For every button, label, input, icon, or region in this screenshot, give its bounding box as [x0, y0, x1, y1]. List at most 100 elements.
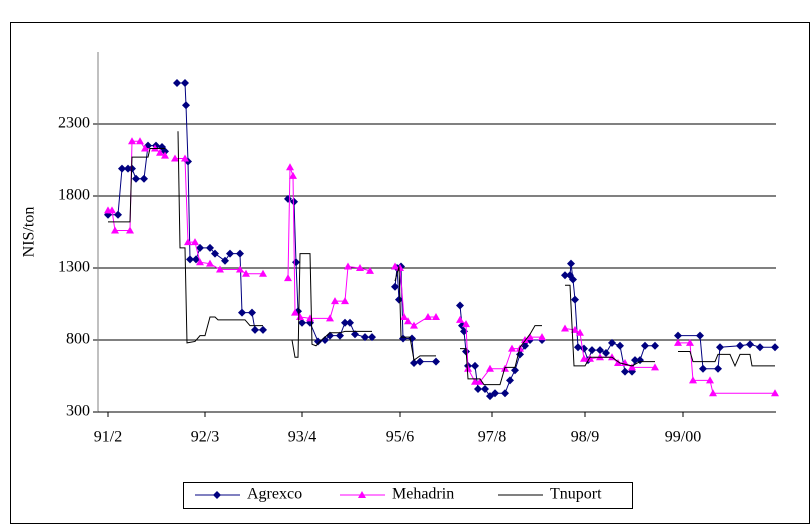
data-point — [432, 312, 440, 320]
data-point — [289, 171, 297, 179]
data-point — [196, 258, 204, 266]
data-point — [651, 341, 659, 350]
data-point — [346, 318, 354, 327]
data-point — [474, 384, 482, 393]
data-point — [161, 147, 169, 156]
x-tick-label: 93/4 — [288, 429, 316, 446]
data-point — [571, 295, 579, 304]
data-point — [259, 325, 267, 334]
data-point — [211, 249, 219, 258]
data-point — [628, 363, 636, 371]
data-point — [674, 331, 682, 340]
data-point — [238, 308, 246, 317]
data-point — [128, 137, 136, 145]
data-point — [771, 389, 779, 397]
data-point — [641, 341, 649, 350]
y-tick-label: 800 — [66, 331, 90, 348]
data-point — [408, 334, 416, 343]
data-point — [251, 325, 259, 334]
data-point — [400, 312, 408, 320]
data-point — [181, 154, 189, 162]
data-point — [118, 164, 126, 173]
data-point — [290, 197, 298, 206]
data-point — [111, 226, 119, 234]
data-point — [221, 256, 229, 265]
data-point — [132, 174, 140, 183]
data-point — [631, 356, 639, 365]
data-point — [351, 330, 359, 339]
data-point — [511, 366, 519, 375]
data-point — [391, 282, 399, 291]
data-point — [192, 255, 200, 264]
data-point — [464, 364, 472, 372]
series-line — [108, 131, 775, 386]
data-point — [574, 343, 582, 352]
legend-label: Tnuport — [550, 486, 602, 503]
x-tick-label: 91/2 — [94, 429, 122, 446]
data-point — [404, 317, 412, 325]
data-point — [292, 258, 300, 267]
data-point — [651, 363, 659, 371]
data-point — [736, 341, 744, 350]
data-point — [561, 324, 569, 332]
y-tick-label: 300 — [66, 403, 90, 420]
data-point — [580, 344, 588, 353]
data-point — [674, 338, 682, 346]
data-point — [368, 333, 376, 342]
data-point — [462, 320, 470, 328]
data-point — [356, 264, 364, 271]
data-point — [714, 364, 722, 373]
data-point — [424, 312, 432, 320]
data-point — [471, 361, 479, 370]
data-point — [108, 206, 116, 214]
legend-box — [183, 482, 633, 509]
x-tick-label: 95/6 — [386, 429, 414, 446]
data-point — [242, 269, 250, 277]
data-point — [173, 78, 181, 87]
data-point — [206, 259, 214, 267]
x-tick-label: 98/9 — [571, 429, 599, 446]
data-point — [756, 343, 764, 352]
data-point — [216, 265, 224, 273]
data-point — [476, 377, 484, 385]
data-point — [284, 274, 292, 282]
data-point — [126, 226, 134, 234]
legend-marker — [213, 491, 221, 499]
data-point — [621, 367, 629, 376]
data-point — [156, 148, 164, 156]
data-point — [506, 376, 514, 385]
data-point — [206, 243, 214, 252]
data-point — [410, 321, 418, 329]
data-point — [561, 271, 569, 280]
data-point — [399, 334, 407, 343]
data-point — [689, 376, 697, 384]
y-tick-label: 1300 — [58, 259, 90, 276]
data-point — [771, 343, 779, 352]
data-point — [481, 384, 489, 393]
data-point — [326, 314, 334, 322]
data-point — [521, 336, 529, 343]
data-point — [602, 348, 610, 357]
data-point — [226, 249, 234, 258]
data-point — [341, 318, 349, 327]
data-point — [501, 389, 509, 398]
data-point — [746, 340, 754, 349]
data-point — [614, 359, 622, 367]
data-point — [184, 238, 192, 246]
data-point — [236, 249, 244, 258]
data-point — [569, 275, 577, 284]
data-point — [326, 331, 334, 340]
data-point — [416, 357, 424, 366]
data-point — [491, 389, 499, 398]
data-point — [706, 376, 714, 384]
data-point — [314, 337, 322, 346]
data-point — [181, 78, 189, 87]
data-point — [186, 255, 194, 264]
data-point — [576, 328, 584, 336]
data-point — [526, 333, 534, 341]
x-tick-label: 97/8 — [478, 429, 506, 446]
data-point — [306, 314, 314, 322]
legend-label: Mehadrin — [392, 486, 454, 503]
data-point — [259, 269, 267, 277]
